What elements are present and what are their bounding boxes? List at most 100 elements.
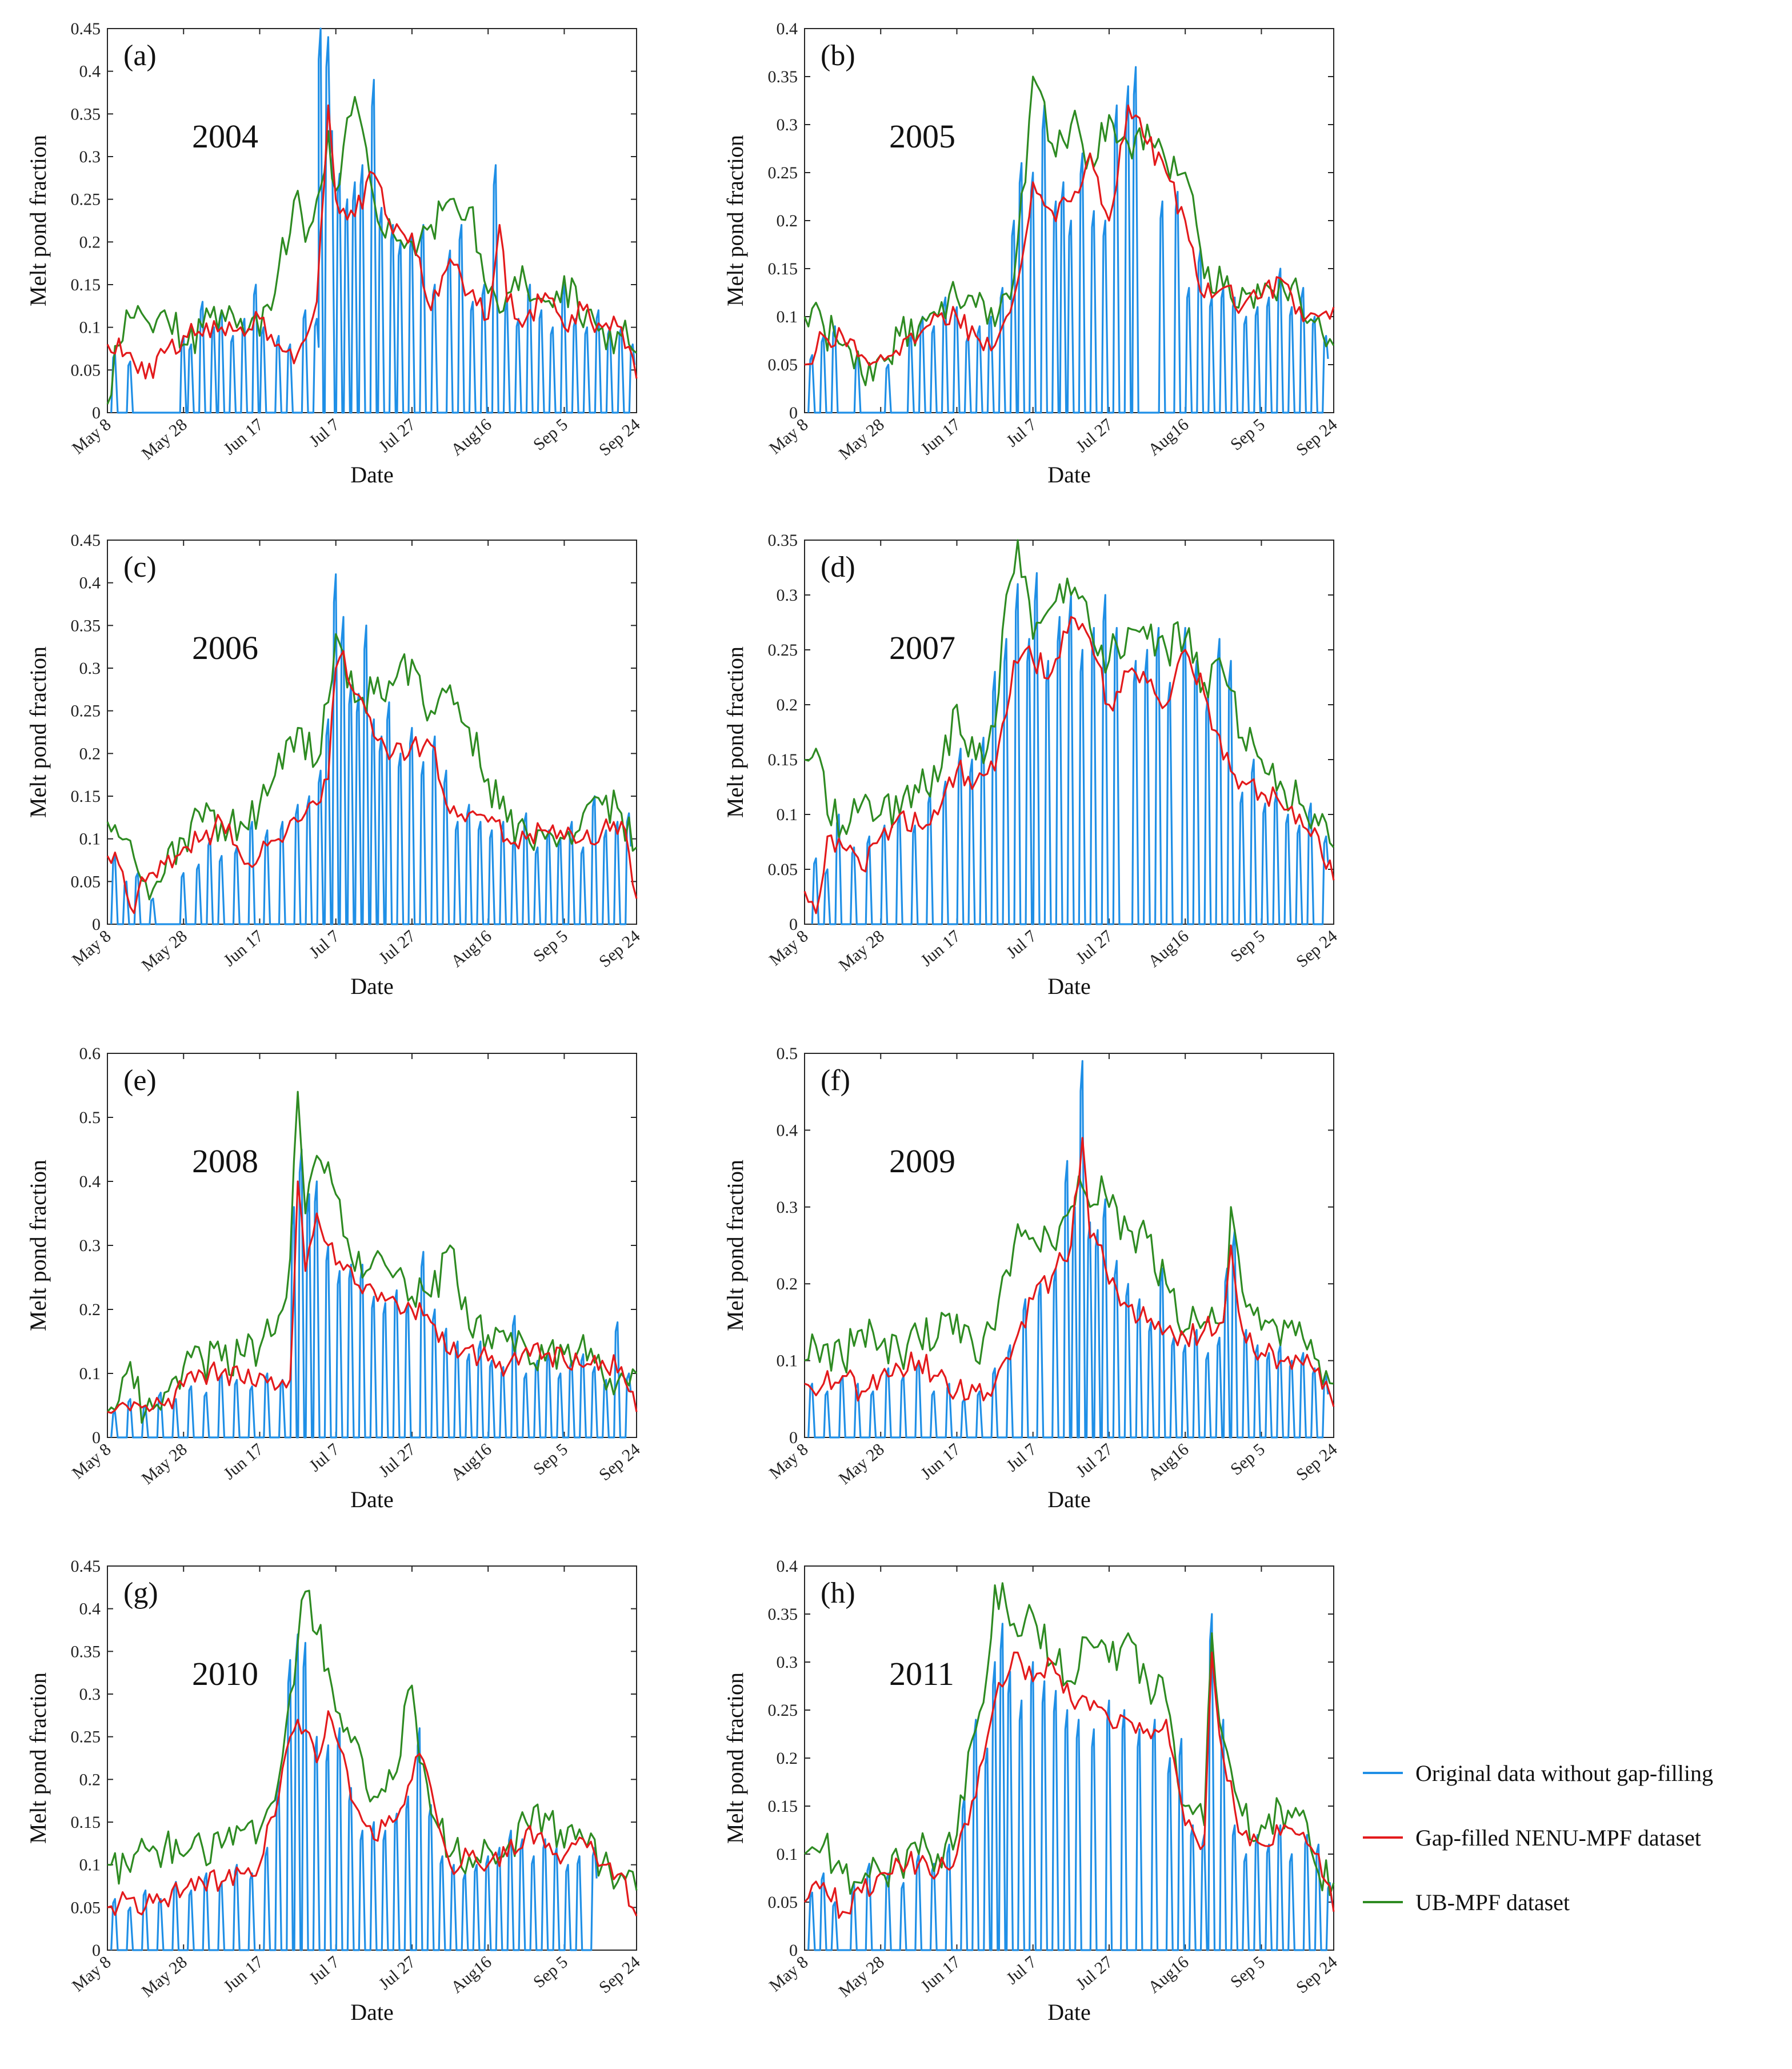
y-tick-label: 0.05 (71, 361, 101, 380)
y-axis-label: Melt pond fraction (25, 646, 51, 818)
series-line-gapfilled-g (107, 1710, 638, 1916)
legend-label-gapfilled: Gap-filled NENU-MPF dataset (1415, 1825, 1701, 1851)
legend-label-ub: UB-MPF dataset (1415, 1890, 1570, 1915)
y-tick-label: 0.35 (768, 531, 798, 550)
y-tick-label: 0.35 (768, 1605, 798, 1624)
series-line-original-c (110, 573, 632, 925)
y-tick-label: 0.3 (777, 1653, 798, 1672)
y-tick-label: 0.3 (79, 1236, 101, 1255)
y-tick-label: 0.25 (768, 1701, 798, 1720)
x-tick-label: Sep 5 (1227, 415, 1269, 454)
y-tick-label: 0.5 (777, 1044, 798, 1063)
x-tick-label: Sep 5 (530, 1440, 571, 1479)
y-tick-label: 0.2 (79, 1300, 101, 1319)
y-tick-label: 0 (92, 1941, 101, 1960)
y-axis-label: Melt pond fraction (25, 1672, 51, 1844)
series-line-original-g (110, 1633, 598, 1951)
y-tick-label: 0.1 (777, 805, 798, 824)
x-tick-label: Sep 5 (530, 1952, 571, 1992)
x-tick-label: Sep 24 (595, 1952, 643, 1997)
x-tick-label: Aug16 (1145, 415, 1193, 460)
y-tick-label: 0.1 (79, 318, 101, 337)
x-axis-label: Date (1047, 1487, 1091, 1512)
y-axis-label: Melt pond fraction (722, 1160, 748, 1331)
y-tick-label: 0.1 (777, 307, 798, 326)
panel-label-f: (f) (821, 1064, 850, 1097)
y-tick-label: 0.15 (71, 787, 101, 806)
x-tick-label: Jul 27 (1073, 1440, 1117, 1481)
series-line-original-d (811, 572, 1329, 925)
x-axis-label: Date (350, 462, 394, 488)
y-tick-label: 0.15 (71, 275, 101, 294)
x-tick-label: Jul 27 (1073, 1952, 1117, 1994)
panel-label-g: (g) (123, 1577, 158, 1609)
series-line-gapfilled-d (803, 616, 1335, 914)
y-tick-label: 0.1 (777, 1352, 798, 1371)
x-axis-label: Date (1047, 973, 1091, 999)
series-line-ub-g (107, 1589, 638, 1891)
x-tick-label: May 28 (138, 415, 191, 464)
y-tick-label: 0.35 (71, 1642, 101, 1661)
x-tick-label: Jun 17 (917, 415, 964, 458)
panel-year-b: 2005 (889, 118, 955, 155)
y-tick-label: 0.5 (79, 1108, 101, 1127)
series-line-ub-d (804, 539, 1335, 848)
series-line-ub-f (804, 1175, 1334, 1386)
y-tick-label: 0.45 (71, 19, 101, 38)
y-tick-label: 0.2 (79, 1770, 101, 1789)
series-line-original-e (110, 1148, 632, 1439)
x-tick-label: May 28 (835, 415, 888, 464)
y-tick-label: 0 (789, 915, 798, 934)
y-axis-label: Melt pond fraction (722, 135, 748, 306)
x-tick-label: Jul 7 (306, 415, 343, 450)
x-axis-label: Date (350, 973, 394, 999)
x-tick-label: Sep 24 (1293, 1952, 1341, 1997)
panel-year-c: 2006 (192, 629, 258, 666)
x-tick-label: May 28 (138, 926, 191, 975)
y-axis-label: Melt pond fraction (722, 1672, 748, 1844)
series-line-gapfilled-h (803, 1651, 1335, 1919)
x-tick-label: Jul 7 (1003, 1952, 1040, 1988)
x-tick-label: Sep 24 (1293, 415, 1341, 460)
series-line-gapfilled-b (804, 104, 1335, 366)
y-tick-label: 0.15 (768, 259, 798, 278)
y-tick-label: 0.4 (79, 574, 101, 593)
series-line-ub-b (803, 75, 1335, 386)
x-tick-label: Jun 17 (220, 1440, 267, 1483)
series-line-original-a (110, 27, 636, 414)
x-tick-label: Sep 24 (595, 926, 643, 971)
y-tick-label: 0.3 (79, 1685, 101, 1704)
y-tick-label: 0.1 (79, 1856, 101, 1875)
y-tick-label: 0.3 (79, 147, 101, 166)
y-tick-label: 0.1 (79, 830, 101, 849)
y-tick-label: 0.1 (777, 1845, 798, 1864)
x-tick-label: Jul 27 (375, 926, 419, 968)
y-tick-label: 0.25 (71, 702, 101, 721)
x-tick-label: Jul 7 (1003, 1440, 1040, 1475)
x-axis-label: Date (1047, 462, 1091, 488)
x-tick-label: Sep 24 (595, 415, 643, 460)
panel-label-b: (b) (821, 39, 855, 72)
y-tick-label: 0.4 (79, 1172, 101, 1191)
y-tick-label: 0.4 (79, 1600, 101, 1619)
x-tick-label: Jul 7 (306, 1440, 343, 1475)
y-tick-label: 0.45 (71, 1557, 101, 1576)
y-tick-label: 0.3 (777, 115, 798, 134)
y-tick-label: 0.05 (768, 1893, 798, 1912)
panel-year-d: 2007 (889, 629, 955, 666)
y-tick-label: 0.2 (777, 211, 798, 230)
y-tick-label: 0.35 (71, 616, 101, 635)
panel-year-a: 2004 (192, 118, 258, 155)
x-axis-label: Date (350, 1999, 394, 2025)
x-tick-label: Sep 5 (1227, 1440, 1269, 1479)
x-tick-label: Jun 17 (917, 1440, 964, 1483)
plot-frame-g (107, 1565, 637, 1951)
panel-year-h: 2011 (889, 1655, 954, 1692)
y-tick-label: 0.2 (777, 696, 798, 714)
series-line-gapfilled-e (107, 1180, 638, 1414)
x-tick-label: Jun 17 (220, 415, 267, 458)
x-tick-label: Sep 5 (1227, 1952, 1269, 1992)
panel-year-g: 2010 (192, 1655, 258, 1692)
panel-label-d: (d) (821, 551, 855, 584)
